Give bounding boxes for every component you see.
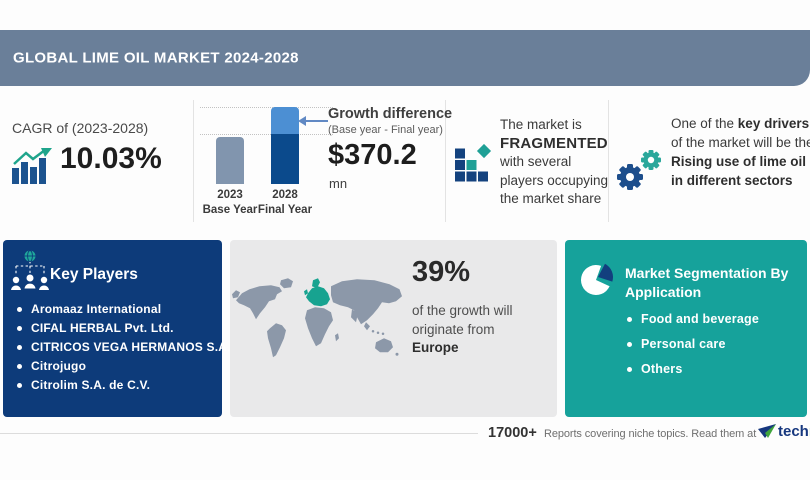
bar-growth-icon (12, 148, 52, 184)
key-players-list: Aromaaz International CIFAL HERBAL Pvt. … (17, 302, 274, 397)
region-line2: originate from (412, 321, 495, 337)
bullet-icon (627, 342, 632, 347)
segmentation-list: Food and beverage Personal care Others (627, 312, 759, 387)
key-driver-text: One of the key drivers of the market wil… (671, 114, 810, 190)
fragmented-keyword: FRAGMENTED (500, 134, 608, 152)
europe-growth-percent: 39% (412, 256, 471, 288)
divider-vertical (445, 100, 446, 222)
pie-chart-icon (580, 263, 614, 296)
driver-bold-line1: Rising use of lime oil (671, 154, 807, 169)
key-player-name: CITRICOS VEGA HERMANOS S.A. DE C... (31, 340, 275, 354)
driver-prefix: One of the (671, 116, 738, 131)
gridline-dotted (200, 134, 333, 135)
bar-2028-label: Final Year (257, 204, 313, 216)
bullet-icon (17, 307, 22, 312)
fragmented-line4: the market share (500, 191, 602, 206)
fragmented-squares-icon (455, 144, 492, 182)
segmentation-title-line2: Application (625, 284, 702, 300)
brand-tech: tech (778, 423, 809, 440)
divider-vertical (608, 100, 609, 222)
key-player-name: CIFAL HERBAL Pvt. Ltd. (31, 321, 174, 335)
bullet-icon (17, 345, 22, 350)
segmentation-title-line1: Market Segmentation By (625, 265, 789, 281)
growth-difference-subtitle: (Base year - Final year) (328, 124, 443, 136)
list-item: Personal care (627, 337, 759, 362)
list-item: Food and beverage (627, 312, 759, 337)
bullet-icon (17, 383, 22, 388)
gridline-dotted (200, 107, 333, 108)
key-player-name: Aromaaz International (31, 302, 162, 316)
fragmented-line2: with several (500, 154, 572, 169)
region-name: Europe (412, 340, 459, 355)
technavio-logo: technavio (758, 423, 810, 440)
key-players-panel: Key Players Aromaaz International CIFAL … (3, 240, 274, 417)
brand-navio: navio (809, 423, 810, 440)
bullet-icon (627, 367, 632, 372)
bullet-icon (17, 326, 22, 331)
region-line1: of the growth will (412, 303, 513, 318)
header-bar: GLOBAL LIME OIL MARKET 2024-2028 (0, 30, 810, 86)
bar-2023-year: 2023 (217, 189, 243, 201)
list-item: CIFAL HERBAL Pvt. Ltd. (17, 321, 274, 340)
segment-name: Personal care (641, 337, 726, 351)
footer-divider (0, 433, 478, 434)
cagr-label: CAGR of (2023-2028) (12, 120, 149, 136)
bar-2023 (216, 137, 244, 184)
driver-line2: of the market will be the (671, 135, 810, 150)
bar-2028-caption: 2028 Final Year (249, 188, 321, 218)
bar-2023-label: Base Year (202, 204, 258, 216)
key-player-name: Citrolim S.A. de C.V. (31, 378, 151, 392)
list-item: Citrolim S.A. de C.V. (17, 378, 274, 397)
bullet-icon (17, 364, 22, 369)
europe-growth-text: of the growth will originate from Europe (412, 302, 513, 358)
gears-icon (617, 150, 661, 190)
cagr-value: 10.03% (60, 142, 162, 175)
bar-2023-caption: 2023 Base Year (198, 188, 262, 218)
fragmented-line3: players occupying (500, 172, 609, 188)
divider-vertical (193, 100, 194, 222)
callout-arrow-icon (298, 116, 306, 126)
driver-keyword: key drivers (737, 116, 810, 131)
key-players-hierarchy-icon (11, 250, 49, 290)
list-item: Citrojugo (17, 359, 274, 378)
fragmented-line1: The market is (500, 117, 582, 132)
bar-2028-year: 2028 (272, 189, 298, 201)
fragmented-text: The market is FRAGMENTED with several pl… (500, 116, 608, 209)
bar-2028-base-segment (271, 134, 299, 184)
technavio-arrow-icon (758, 423, 776, 438)
growth-difference-title: Growth difference (328, 106, 453, 122)
footer-text: Reports covering niche topics. Read them… (544, 428, 757, 440)
key-player-name: Citrojugo (31, 359, 87, 373)
growth-difference-unit: mn (329, 176, 348, 191)
callout-arrow-line (306, 120, 328, 122)
list-item: Others (627, 362, 759, 387)
key-players-title: Key Players (50, 266, 138, 283)
bar-2028-growth-segment (271, 107, 299, 134)
segment-name: Food and beverage (641, 312, 760, 326)
regional-growth-panel: 39% of the growth will originate from Eu… (230, 240, 557, 417)
growth-difference-amount: $370.2 (328, 139, 417, 171)
list-item: CITRICOS VEGA HERMANOS S.A. DE C... (17, 340, 274, 359)
list-item: Aromaaz International (17, 302, 274, 321)
driver-bold-line2: in different sectors (671, 173, 793, 188)
world-map (232, 278, 402, 358)
segmentation-panel: Market Segmentation By Application Food … (565, 240, 807, 417)
bar-2028 (271, 107, 299, 184)
reports-count: 17000+ (488, 425, 537, 441)
segment-name: Others (641, 362, 683, 376)
bullet-icon (627, 317, 632, 322)
page-title: GLOBAL LIME OIL MARKET 2024-2028 (13, 49, 299, 67)
segmentation-title: Market Segmentation By Application (625, 264, 788, 302)
